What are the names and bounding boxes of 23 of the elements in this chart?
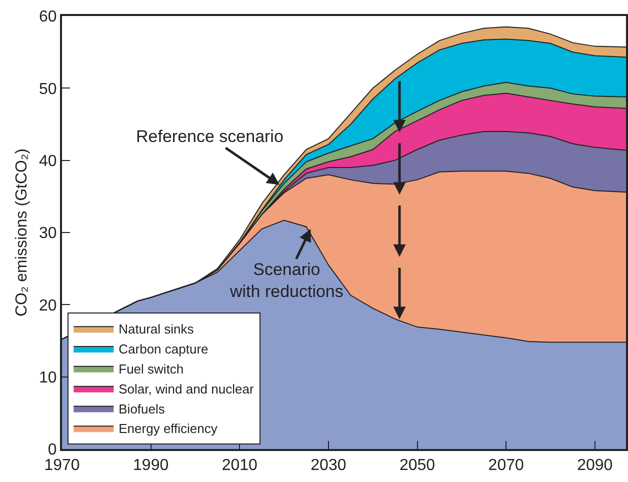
y-tick-label: 0 <box>48 442 57 459</box>
y-tick-label: 40 <box>39 152 57 170</box>
x-tick-label: 1970 <box>44 457 80 474</box>
legend-label: Energy efficiency <box>118 421 218 436</box>
y-tick-label: 60 <box>39 8 57 26</box>
x-tick-label: 1990 <box>133 457 169 474</box>
x-tick-label: 2010 <box>222 457 258 474</box>
x-tick-label: 2050 <box>399 457 436 474</box>
annotation: Scenario with reductions <box>229 260 344 302</box>
y-tick-label: 10 <box>39 369 57 386</box>
annotation: Reference scenario <box>136 127 284 146</box>
y-axis-title: CO₂ emissions (GtCO₂) <box>13 148 30 316</box>
x-tick-label: 2070 <box>488 457 524 474</box>
legend-label: Natural sinks <box>118 322 194 337</box>
legend-label: Biofuels <box>118 401 166 416</box>
x-tick-label: 2090 <box>577 457 613 474</box>
y-tick-label: 50 <box>39 80 57 98</box>
legend-label: Solar, wind and nuclear <box>118 381 254 396</box>
x-tick-label: 2030 <box>310 457 346 474</box>
y-tick-label: 20 <box>39 297 57 314</box>
legend-label: Carbon capture <box>118 342 208 357</box>
legend-label: Fuel switch <box>118 361 184 376</box>
y-tick-label: 30 <box>39 225 57 242</box>
